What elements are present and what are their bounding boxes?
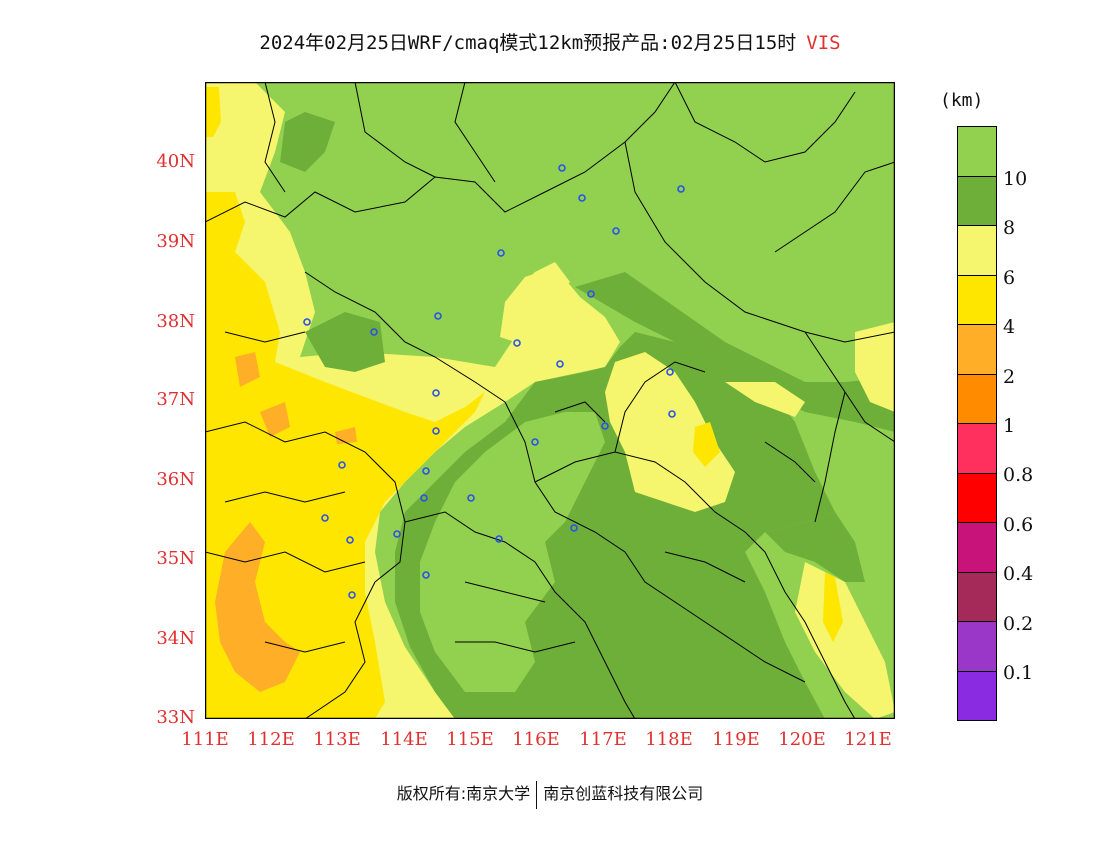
city-marker bbox=[393, 530, 401, 538]
province-boundaries bbox=[205, 82, 895, 719]
lon-tick-label: 118E bbox=[645, 729, 693, 750]
field-vis-8-10-se bbox=[765, 512, 865, 582]
city-marker bbox=[338, 461, 346, 469]
city-marker bbox=[370, 328, 378, 336]
lat-tick-label: 33N bbox=[156, 707, 195, 728]
legend-label: 0.2 bbox=[1003, 613, 1034, 635]
city-marker bbox=[432, 389, 440, 397]
lon-tick-label: 114E bbox=[380, 729, 428, 750]
city-marker bbox=[467, 494, 475, 502]
city-marker bbox=[432, 427, 440, 435]
city-marker bbox=[303, 318, 311, 326]
color-bar bbox=[957, 126, 997, 721]
legend-label: 0.8 bbox=[1003, 464, 1034, 486]
legend-unit: (km) bbox=[940, 90, 984, 111]
lon-tick-label: 111E bbox=[181, 729, 229, 750]
legend-label: 0.6 bbox=[1003, 514, 1034, 536]
field-vis-2-4-a bbox=[215, 522, 300, 692]
city-marker bbox=[346, 536, 354, 544]
field-vis-2-4-c bbox=[260, 402, 290, 437]
field-vis-4-6-se bbox=[823, 572, 843, 642]
color-bar-segment bbox=[957, 374, 997, 424]
field-vis-6-8-se bbox=[795, 562, 895, 719]
city-marker bbox=[578, 194, 586, 202]
copyright-footer: 版权所有:南京大学 南京创蓝科技有限公司 bbox=[0, 780, 1100, 809]
lon-tick-label: 121E bbox=[844, 729, 892, 750]
city-marker bbox=[422, 467, 430, 475]
color-bar-segment bbox=[957, 523, 997, 573]
visibility-map bbox=[205, 82, 895, 719]
color-bar-segment bbox=[957, 424, 997, 474]
lat-tick-label: 40N bbox=[156, 151, 195, 172]
lon-tick-label: 119E bbox=[712, 729, 760, 750]
city-marker bbox=[612, 227, 620, 235]
city-marker bbox=[420, 494, 428, 502]
copyright-company: 南京创蓝科技有限公司 bbox=[543, 784, 704, 803]
title-text: 2024年02月25日WRF/cmaq模式12km预报产品:02月25日15时 bbox=[259, 32, 797, 54]
legend-label: 1 bbox=[1003, 415, 1016, 437]
legend-label: 4 bbox=[1003, 316, 1016, 338]
field-vis-8-10-mid bbox=[305, 312, 385, 372]
field-vis-4-6-west bbox=[205, 192, 485, 719]
variable-name: VIS bbox=[806, 32, 841, 54]
lat-tick-label: 36N bbox=[156, 469, 195, 490]
field-vis-6-8-central bbox=[605, 352, 735, 512]
footer-separator bbox=[536, 780, 538, 809]
city-marker bbox=[422, 571, 430, 579]
city-marker bbox=[666, 368, 674, 376]
lat-tick-label: 35N bbox=[156, 548, 195, 569]
color-bar-segment bbox=[957, 176, 997, 226]
city-marker bbox=[556, 360, 564, 368]
city-markers bbox=[303, 164, 685, 599]
lat-tick-label: 38N bbox=[156, 311, 195, 332]
legend-label: 2 bbox=[1003, 366, 1016, 388]
legend-label: 6 bbox=[1003, 267, 1016, 289]
city-marker bbox=[321, 514, 329, 522]
legend-label: 8 bbox=[1003, 217, 1016, 239]
city-marker bbox=[434, 312, 442, 320]
field-vis-4-6-spot bbox=[693, 422, 720, 467]
copyright-owner: 版权所有:南京大学 bbox=[396, 784, 531, 803]
field-vis-6-8-east bbox=[855, 322, 895, 412]
color-bar-segment bbox=[957, 473, 997, 523]
lon-tick-label: 112E bbox=[247, 729, 295, 750]
lon-tick-label: 115E bbox=[446, 729, 494, 750]
lon-tick-label: 116E bbox=[512, 729, 560, 750]
color-bar-segment bbox=[957, 126, 997, 177]
color-bar-segment bbox=[957, 572, 997, 622]
field-vis-2-4-b bbox=[235, 352, 260, 387]
city-marker bbox=[570, 524, 578, 532]
field-vis-6-8-coast bbox=[725, 382, 805, 417]
legend-label: 0.1 bbox=[1003, 662, 1034, 684]
lon-tick-label: 120E bbox=[778, 729, 826, 750]
city-marker bbox=[497, 249, 505, 257]
field-vis-10plus-inner bbox=[420, 412, 605, 692]
city-marker bbox=[513, 339, 521, 347]
city-marker bbox=[601, 422, 609, 430]
city-marker bbox=[495, 535, 503, 543]
color-bar-segment bbox=[957, 671, 997, 721]
lon-tick-label: 113E bbox=[313, 729, 361, 750]
lon-tick-label: 117E bbox=[579, 729, 627, 750]
city-marker bbox=[348, 591, 356, 599]
city-marker bbox=[531, 438, 539, 446]
lat-tick-label: 34N bbox=[156, 628, 195, 649]
color-bar-segment bbox=[957, 622, 997, 672]
color-bar-segment bbox=[957, 275, 997, 325]
lat-tick-label: 37N bbox=[156, 389, 195, 410]
color-bar-segment bbox=[957, 325, 997, 375]
legend-label: 10 bbox=[1003, 168, 1028, 190]
field-vis-8-10-ne bbox=[575, 272, 895, 432]
chart-title: 2024年02月25日WRF/cmaq模式12km预报产品:02月25日15时 V… bbox=[0, 28, 1100, 55]
lat-tick-label: 39N bbox=[156, 231, 195, 252]
field-vis-8-10-nw bbox=[280, 112, 335, 172]
city-marker bbox=[668, 410, 676, 418]
legend-label: 0.4 bbox=[1003, 563, 1034, 585]
city-marker bbox=[558, 164, 566, 172]
color-bar-segment bbox=[957, 226, 997, 276]
field-vis-6-8-north bbox=[500, 262, 570, 342]
city-marker bbox=[587, 290, 595, 298]
city-marker bbox=[677, 185, 685, 193]
field-vis-4-6-top bbox=[205, 87, 221, 137]
